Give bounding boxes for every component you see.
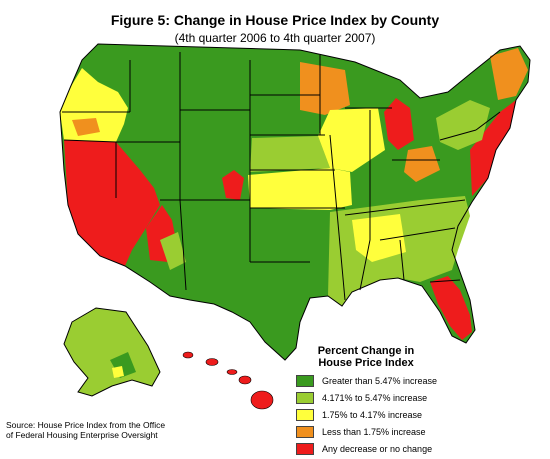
northeast-red xyxy=(470,100,516,196)
hawaii-island-oahu xyxy=(205,358,219,366)
legend-title-line2: House Price Index xyxy=(318,357,414,369)
legend-item: Any decrease or no change xyxy=(296,442,546,456)
legend-label: 1.75% to 4.17% increase xyxy=(322,410,423,420)
legend-swatch-red xyxy=(296,443,314,455)
hawaii xyxy=(182,351,274,410)
legend-label: Any decrease or no change xyxy=(322,444,433,454)
figure-subtitle: (4th quarter 2006 to 4th quarter 2007) xyxy=(174,31,376,45)
legend-swatch-yellow xyxy=(296,409,314,421)
pacific-coast-red xyxy=(64,140,160,266)
ohio-orange xyxy=(404,146,440,182)
source-note: Source: House Price Index from the Offic… xyxy=(6,420,256,440)
upper-midwest-yellow xyxy=(318,108,385,172)
great-plains-yellow xyxy=(248,168,352,210)
oregon-orange xyxy=(72,118,100,136)
colorado-red xyxy=(222,170,244,200)
legend: Percent Change in House Price Index Grea… xyxy=(296,345,546,459)
new-england-orange xyxy=(490,48,528,100)
legend-item: 4.171% to 5.47% increase xyxy=(296,391,546,405)
legend-title: Percent Change in House Price Index xyxy=(296,345,436,369)
legend-swatch-light-green xyxy=(296,392,314,404)
figure-title: Figure 5: Change in House Price Index by… xyxy=(110,12,440,28)
southeast-yellow xyxy=(352,214,406,262)
legend-item: 1.75% to 4.17% increase xyxy=(296,408,546,422)
michigan-red xyxy=(384,98,414,150)
alaska xyxy=(63,307,161,397)
state-borders xyxy=(59,43,531,361)
legend-label: Less than 1.75% increase xyxy=(322,427,426,437)
arizona-light-green xyxy=(160,232,186,270)
legend-title-line1: Percent Change in xyxy=(317,345,415,357)
legend-item: Greater than 5.47% increase xyxy=(296,374,546,388)
hawaii-island-kauai xyxy=(182,351,194,359)
hawaii-island-big xyxy=(250,390,274,410)
source-line1: Source: House Price Index from the Offic… xyxy=(6,420,166,430)
legend-item: Less than 1.75% increase xyxy=(296,425,546,439)
legend-label: 4.171% to 5.47% increase xyxy=(322,393,428,403)
alaska-yellow-patch xyxy=(112,366,124,378)
source-line2: of Federal Housing Enterprise Oversight xyxy=(6,430,158,440)
legend-label: Greater than 5.47% increase xyxy=(322,376,438,386)
central-light-green xyxy=(250,136,330,172)
legend-swatch-orange xyxy=(296,426,314,438)
minnesota-orange xyxy=(300,62,350,115)
hawaii-island-molokai xyxy=(226,369,238,375)
legend-swatch-dark-green xyxy=(296,375,314,387)
florida-red xyxy=(430,276,472,340)
hawaii-island-maui xyxy=(238,375,252,385)
